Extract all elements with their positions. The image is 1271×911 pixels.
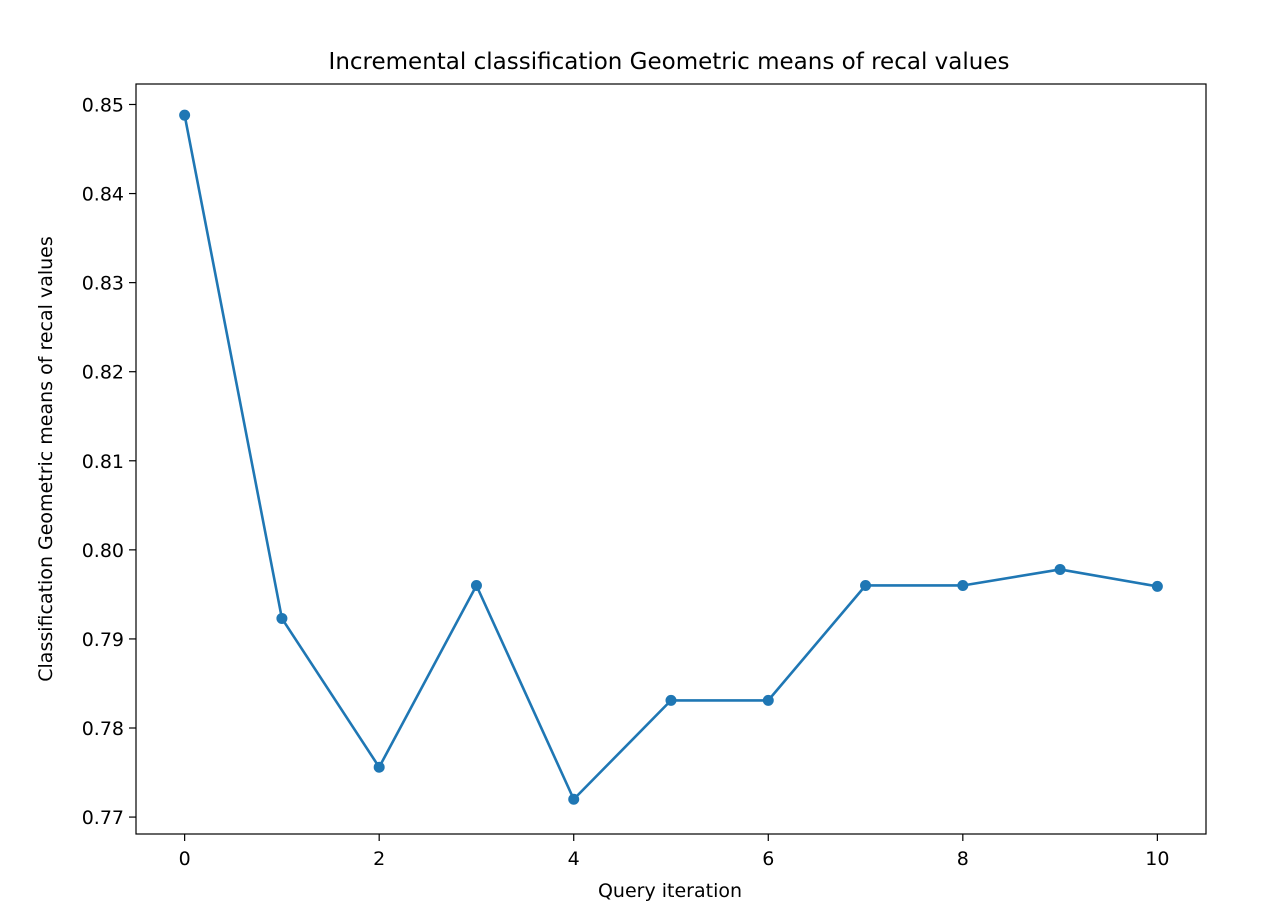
x-tick-label: 0	[179, 848, 191, 870]
data-point	[762, 694, 774, 706]
y-tick-label: 0.84	[82, 184, 124, 206]
y-tick-label: 0.82	[82, 362, 124, 384]
x-tick-label: 8	[957, 848, 969, 870]
data-point	[665, 694, 677, 706]
y-tick-label: 0.81	[82, 451, 124, 473]
data-point	[276, 612, 288, 624]
x-tick-label: 4	[568, 848, 580, 870]
x-tick-label: 2	[373, 848, 385, 870]
data-point	[179, 109, 191, 121]
x-axis-label: Query iteration	[598, 880, 742, 902]
y-axis-label: Classification Geometric means of recal …	[35, 236, 57, 681]
y-tick-label: 0.78	[82, 718, 124, 740]
x-axis-ticks: 0 2 4 6 8 10	[179, 834, 1169, 870]
y-axis-ticks: 0.77 0.78 0.79 0.80 0.81 0.82 0.83 0.84 0.85	[82, 94, 136, 829]
y-tick-label: 0.79	[82, 629, 124, 651]
data-point	[373, 761, 385, 773]
data-point	[568, 793, 580, 805]
x-tick-label: 10	[1145, 848, 1169, 870]
y-tick-label: 0.85	[82, 94, 124, 116]
y-tick-label: 0.80	[82, 540, 124, 562]
data-point	[957, 579, 969, 591]
y-tick-label: 0.83	[82, 273, 124, 295]
data-point	[1151, 580, 1163, 592]
y-tick-label: 0.77	[82, 807, 124, 829]
plot-area-frame	[135, 83, 1207, 835]
chart-title: Incremental classification Geometric mea…	[329, 49, 1010, 75]
data-point	[860, 579, 872, 591]
data-point	[470, 579, 482, 591]
x-tick-label: 6	[762, 848, 774, 870]
series-layer	[179, 109, 1163, 805]
data-point	[1054, 563, 1066, 575]
